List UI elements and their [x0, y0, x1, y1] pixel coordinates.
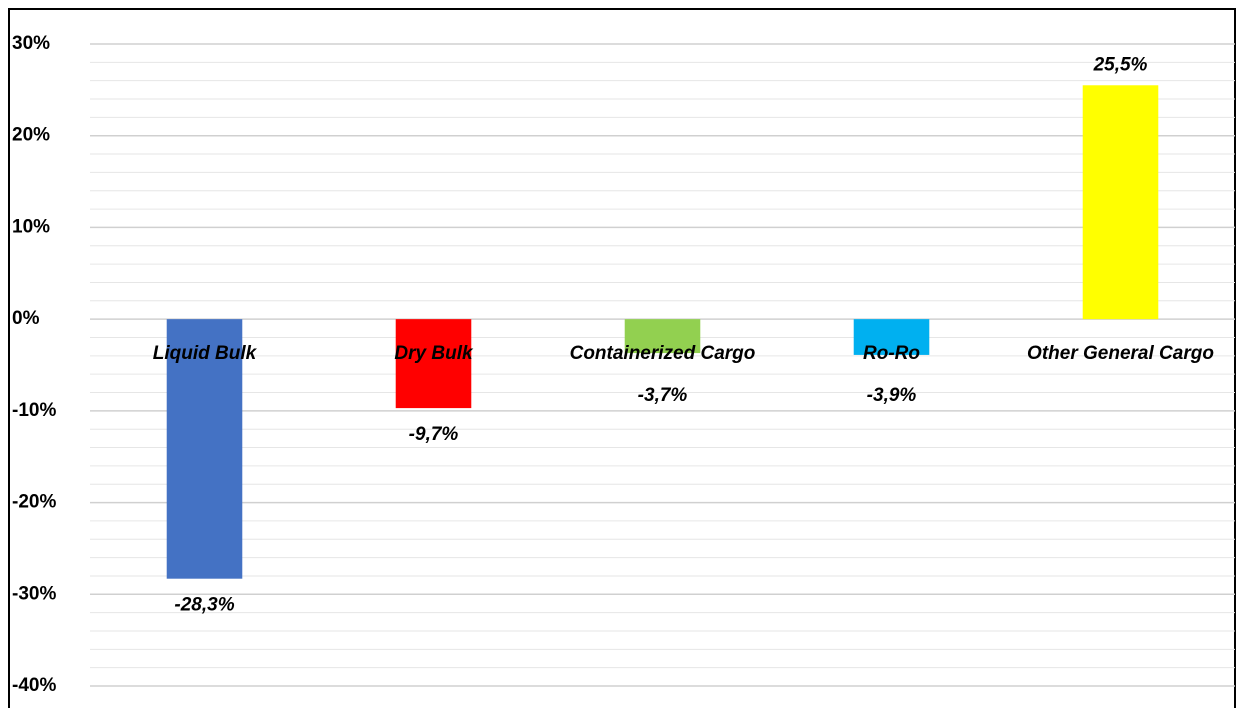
- x-tick-label: Liquid Bulk: [153, 343, 258, 364]
- y-tick-label: 30%: [12, 33, 50, 54]
- data-label: -3,7%: [638, 385, 688, 406]
- y-tick-label: -20%: [12, 492, 56, 513]
- data-label: 25,5%: [1093, 54, 1148, 75]
- y-tick-label: 20%: [12, 125, 50, 146]
- bar: [1082, 85, 1159, 320]
- x-tick-label: Containerized Cargo: [570, 343, 756, 364]
- data-label: -3,9%: [867, 385, 917, 406]
- data-label: -9,7%: [409, 424, 459, 445]
- bar: [395, 319, 472, 409]
- y-tick-label: -10%: [12, 400, 56, 421]
- x-tick-label: Ro-Ro: [863, 343, 920, 364]
- bar: [166, 319, 243, 579]
- x-tick-label: Dry Bulk: [394, 343, 474, 364]
- bar: [853, 319, 930, 355]
- data-label: -28,3%: [174, 595, 234, 616]
- bar: [624, 319, 701, 354]
- y-tick-label: 0%: [12, 308, 40, 329]
- chart-border: [8, 8, 1236, 708]
- y-tick-label: 10%: [12, 216, 50, 237]
- y-tick-label: -40%: [12, 675, 56, 696]
- x-tick-label: Other General Cargo: [1027, 343, 1214, 364]
- y-tick-label: -30%: [12, 583, 56, 604]
